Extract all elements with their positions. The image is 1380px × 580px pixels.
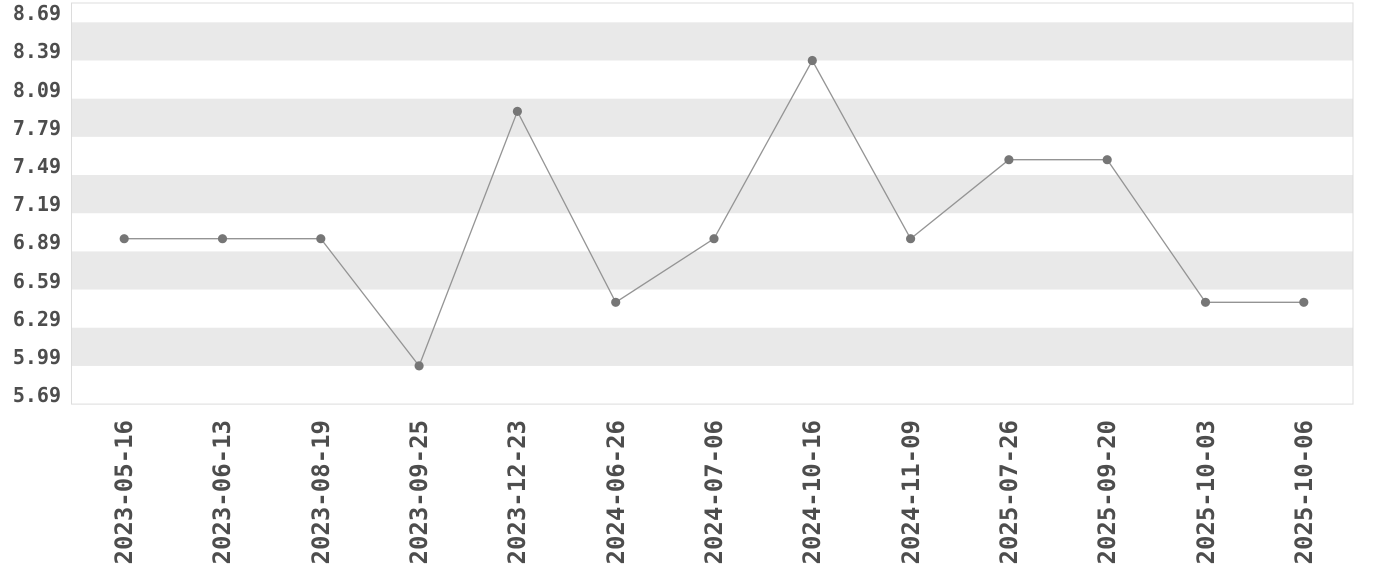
data-point[interactable] — [217, 234, 228, 244]
plot-border — [71, 2, 1354, 405]
x-tick-label: 2024-10-16 — [798, 420, 827, 565]
data-point[interactable] — [1004, 155, 1014, 165]
x-tick-label: 2025-09-20 — [1093, 420, 1122, 565]
grid-band — [72, 327, 1353, 366]
grid-band — [72, 22, 1353, 61]
y-tick-label: 7.79 — [12, 115, 61, 140]
y-tick-label: 6.29 — [12, 306, 61, 331]
data-point[interactable] — [119, 234, 129, 244]
x-tick-label: 2023-09-25 — [405, 420, 434, 565]
x-tick-label: 2024-11-09 — [896, 420, 925, 565]
data-point[interactable] — [807, 55, 817, 66]
data-point[interactable] — [906, 234, 916, 244]
y-tick-label: 8.09 — [12, 77, 61, 102]
y-tick-label: 8.69 — [12, 1, 61, 26]
data-point[interactable] — [316, 234, 326, 244]
y-tick-label: 6.89 — [12, 230, 61, 255]
y-tick-label: 8.39 — [12, 39, 61, 64]
y-tick-label: 6.59 — [12, 268, 61, 293]
x-tick-label: 2023-08-19 — [306, 420, 335, 565]
data-point[interactable] — [611, 297, 621, 307]
y-tick-label: 7.49 — [12, 154, 61, 179]
x-tick-label: 2023-06-13 — [208, 420, 237, 565]
y-tick-label: 7.19 — [12, 192, 61, 217]
data-point[interactable] — [512, 106, 523, 116]
data-point[interactable] — [709, 234, 719, 244]
x-tick-label: 2024-06-26 — [601, 420, 630, 565]
data-point[interactable] — [1102, 155, 1112, 165]
y-tick-label: 5.99 — [12, 344, 61, 369]
y-tick-label: 5.69 — [12, 383, 61, 408]
grid-band — [72, 251, 1353, 290]
grid-band — [72, 98, 1353, 137]
x-tick-label: 2025-10-06 — [1289, 420, 1318, 565]
x-tick-label: 2023-12-23 — [503, 420, 532, 565]
x-tick-label: 2024-07-06 — [700, 420, 728, 565]
data-point[interactable] — [1299, 297, 1309, 307]
data-point[interactable] — [414, 361, 424, 371]
grid-band — [72, 175, 1353, 214]
x-tick-label: 2025-10-03 — [1191, 420, 1220, 565]
data-point[interactable] — [1200, 297, 1211, 307]
x-tick-label: 2023-05-16 — [110, 420, 139, 565]
x-tick-label: 2025-07-26 — [994, 420, 1023, 565]
